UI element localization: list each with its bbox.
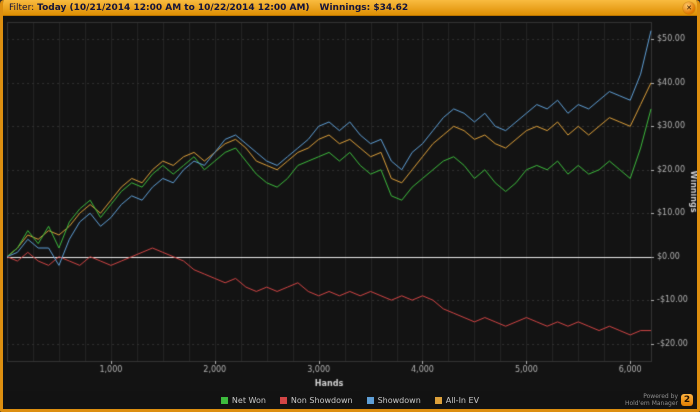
filter-label: Filter:	[9, 3, 35, 13]
close-button[interactable]: ✕	[683, 2, 695, 14]
legend-swatch-icon	[366, 396, 374, 404]
legend-label: Net Won	[231, 395, 266, 405]
legend-item-all-in-ev[interactable]: All-In EV	[434, 395, 480, 405]
legend-swatch-icon	[279, 396, 287, 404]
legend-swatch-icon	[434, 396, 442, 404]
brand-text: Hold'em Manager	[624, 400, 678, 407]
legend-label: Showdown	[377, 395, 421, 405]
legend: Net Won Non Showdown Showdown All-In EV	[3, 391, 697, 409]
filter-range-link[interactable]: Today (10/21/2014 12:00 AM to 10/22/2014…	[37, 3, 310, 13]
powered-by[interactable]: Powered by Hold'em Manager 2	[625, 393, 693, 407]
chart-footer: Net Won Non Showdown Showdown All-In EV Pow…	[3, 391, 697, 409]
legend-item-non-showdown[interactable]: Non Showdown	[279, 395, 353, 405]
legend-label: All-In EV	[445, 395, 480, 405]
legend-swatch-icon	[220, 396, 228, 404]
legend-item-net-won[interactable]: Net Won	[220, 395, 266, 405]
winnings-chart	[3, 16, 697, 391]
filter-winnings: Winnings: $34.62	[319, 3, 409, 13]
close-icon: ✕	[686, 4, 692, 12]
hm2-logo-icon: 2	[681, 394, 693, 406]
powered-by-text: Powered by	[643, 393, 678, 400]
legend-item-showdown[interactable]: Showdown	[366, 395, 421, 405]
legend-label: Non Showdown	[290, 395, 353, 405]
filter-bar: Filter: Today (10/21/2014 12:00 AM to 10/…	[3, 0, 697, 16]
